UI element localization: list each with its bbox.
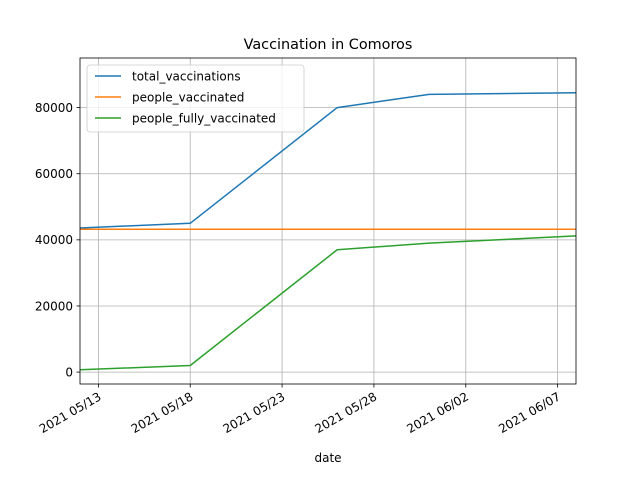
plot-frame xyxy=(79,57,577,385)
legend-label-people-fully-vaccinated: people_fully_vaccinated xyxy=(132,112,276,126)
y-tick-label: 0 xyxy=(65,365,73,379)
y-tick-label: 60000 xyxy=(35,167,73,181)
series-line-total-vaccinations xyxy=(80,91,576,229)
legend: total_vaccinations people_vaccinated peo… xyxy=(86,64,305,133)
y-tick-label: 20000 xyxy=(35,299,73,313)
legend-label-people-vaccinated: people_vaccinated xyxy=(132,91,244,105)
legend-box xyxy=(86,64,305,133)
series-lines xyxy=(80,91,576,371)
chart-title: Vaccination in Comoros xyxy=(244,37,413,53)
series-line-people-fully-vaccinated xyxy=(80,235,576,371)
y-axis: 0 20000 40000 60000 80000 xyxy=(35,101,80,379)
y-tick-label: 40000 xyxy=(35,233,73,247)
legend-label-total-vaccinations: total_vaccinations xyxy=(132,70,241,84)
y-tick-label: 80000 xyxy=(35,101,73,115)
x-axis-label: date xyxy=(314,451,341,465)
